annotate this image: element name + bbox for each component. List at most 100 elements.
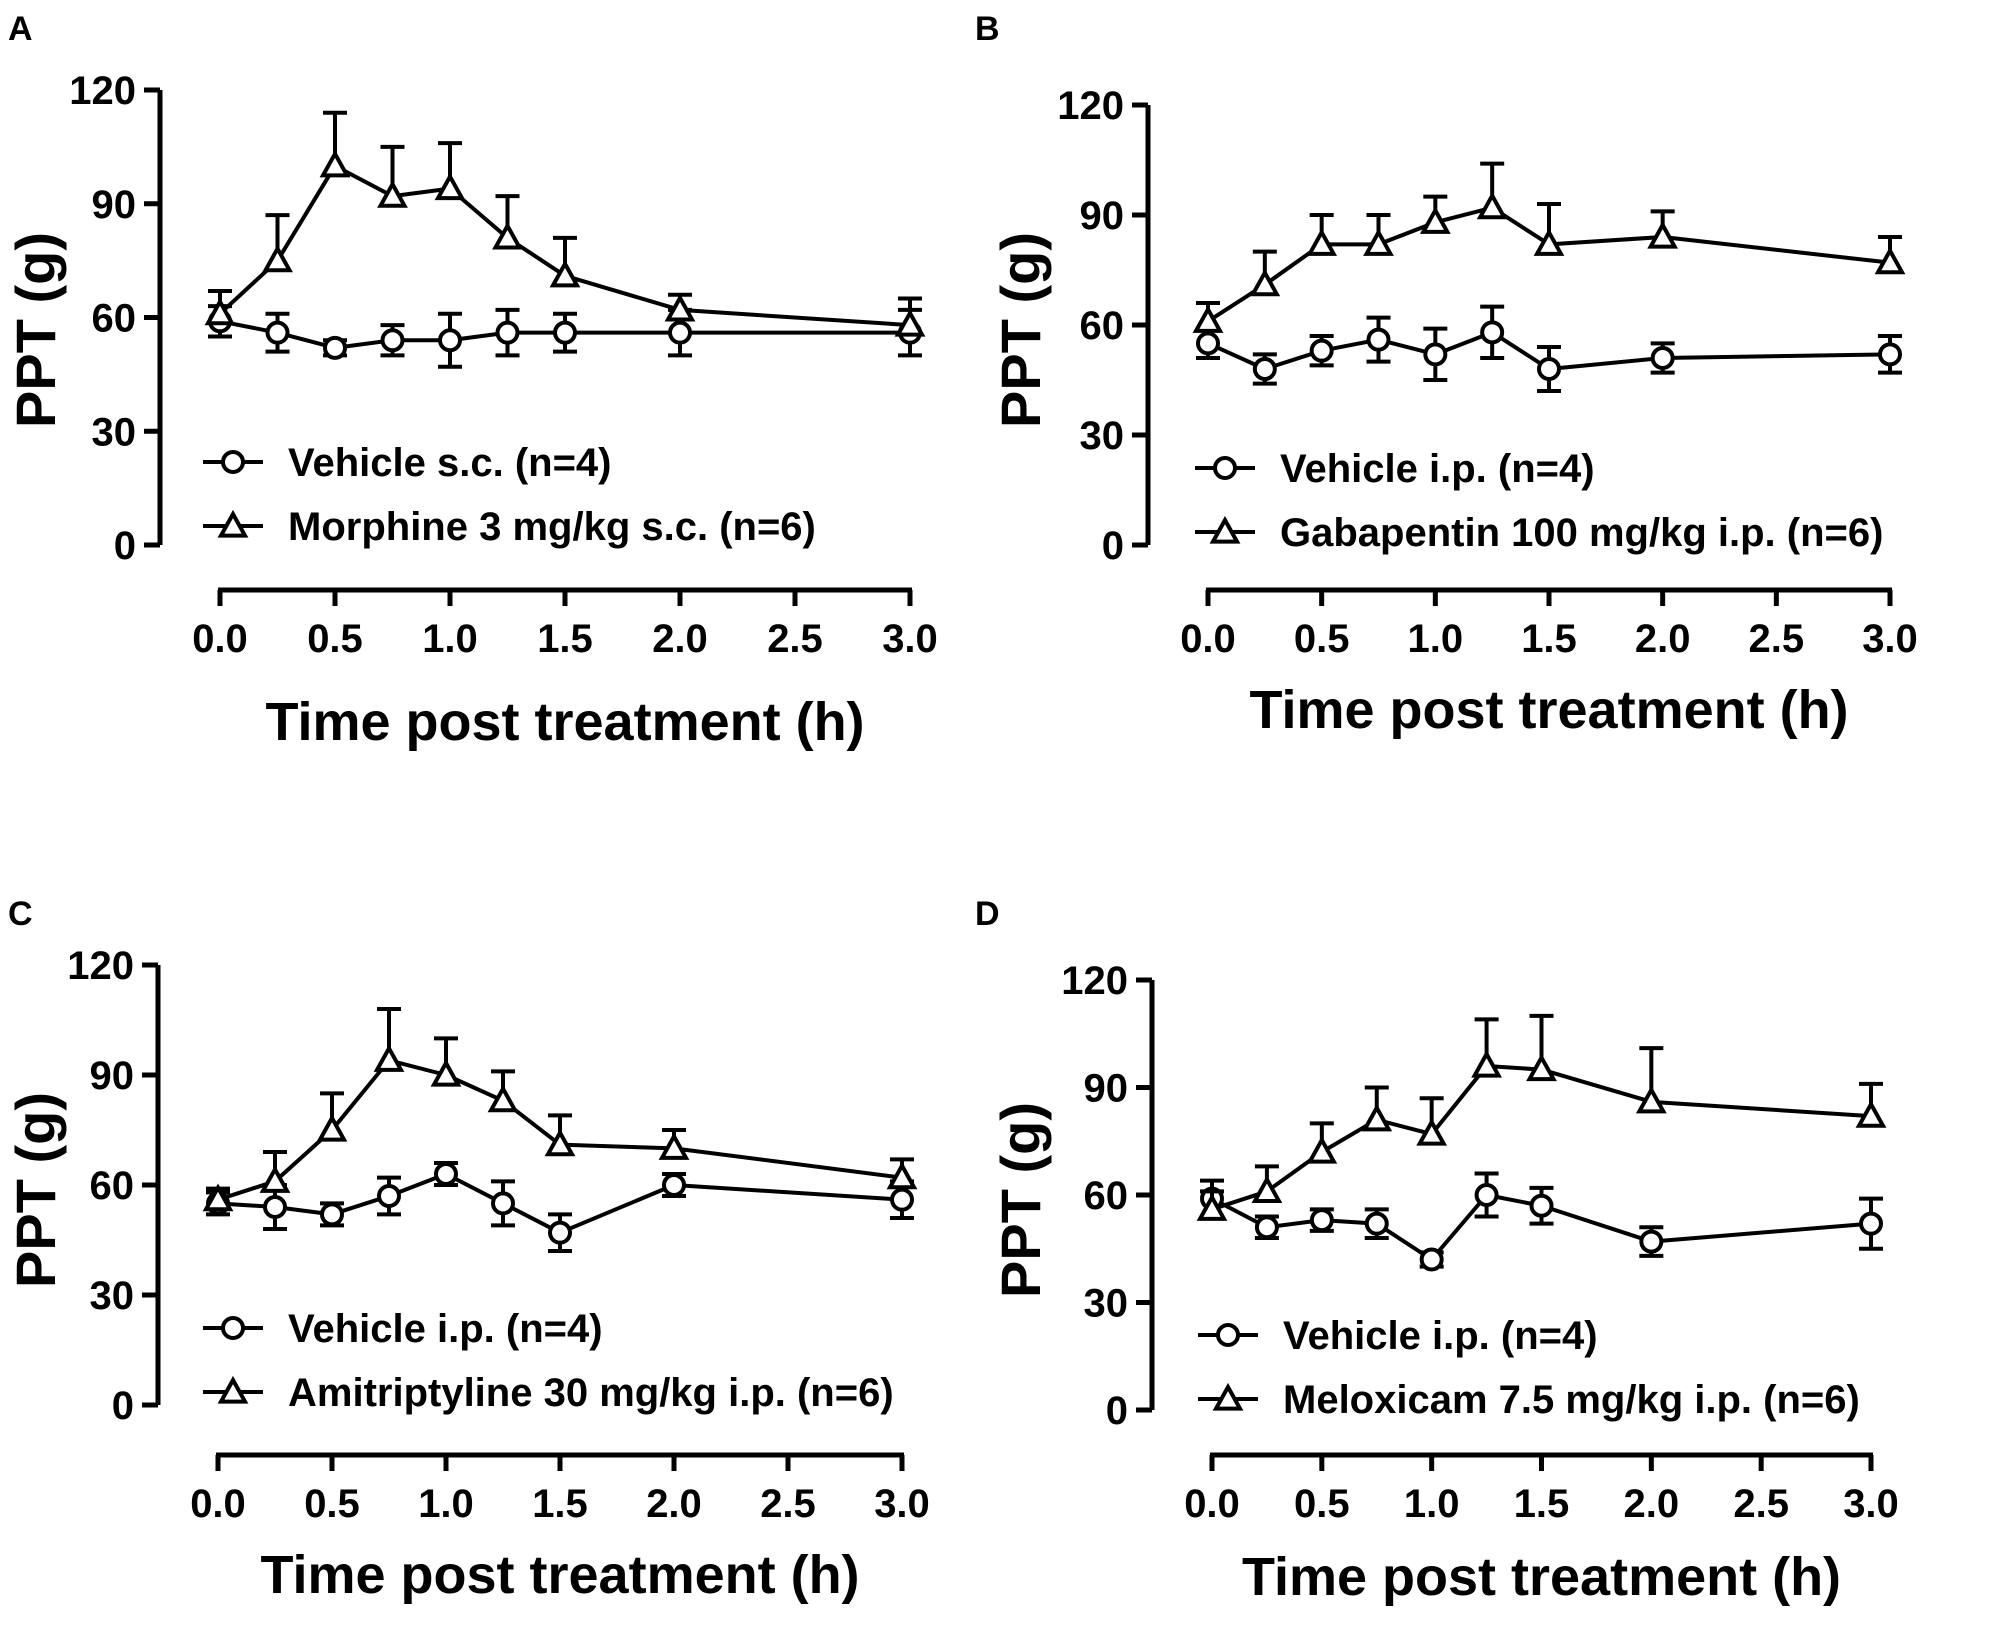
data-point (1361, 1103, 1393, 1132)
x-tick-label: 2.0 (1624, 1482, 1680, 1526)
data-point (492, 221, 523, 250)
legend-entry: Vehicle i.p. (n=4) (1195, 447, 1595, 491)
y-tick-label: 90 (92, 183, 137, 227)
data-point (1419, 1247, 1444, 1272)
x-tick-label: 3.0 (1843, 1482, 1899, 1526)
x-tick-label: 1.0 (422, 617, 478, 661)
y-tick-label: 60 (90, 1164, 135, 1208)
series-treatment (1192, 161, 1906, 333)
x-tick-label: 0.0 (192, 617, 248, 661)
legend-entry: Vehicle s.c. (n=4) (203, 441, 612, 485)
y-tick-label: 120 (67, 944, 134, 988)
data-point (1196, 331, 1220, 356)
panel-a: A 0 30 60 90 120 0.0 0.5 1.0 1.5 2.0 2.5 3.0 Time pos… (4, 10, 938, 752)
data-point (886, 1161, 918, 1190)
legend-marker-circle (221, 450, 245, 474)
panel-letter: A (8, 10, 33, 48)
data-point (263, 1195, 287, 1219)
y-axis-title: PPT (g) (989, 232, 1052, 428)
series-treatment (202, 1007, 918, 1212)
x-tick-label: 2.5 (1733, 1482, 1789, 1526)
data-point (259, 1165, 291, 1193)
legend-entry: Meloxicam 7.5 mg/kg i.p. (n=6) (1198, 1378, 1860, 1422)
x-tick-label: 0.5 (1294, 617, 1350, 661)
y-tick-label: 0 (112, 1384, 134, 1428)
x-tick-label: 0.5 (307, 617, 363, 661)
data-point (664, 293, 696, 322)
data-point (1855, 1100, 1887, 1128)
data-point (553, 320, 577, 345)
data-point (890, 1187, 914, 1212)
x-tick-label: 2.0 (652, 617, 708, 661)
x-axis-title: Time post treatment (h) (1242, 1547, 1841, 1607)
y-tick-label: 90 (1084, 1067, 1129, 1111)
legend-label: Vehicle i.p. (n=4) (1283, 1314, 1598, 1358)
data-point (1647, 220, 1679, 249)
panel-letter: B (975, 10, 1000, 48)
y-tick-label: 30 (92, 410, 137, 454)
series-vehicle (208, 304, 922, 369)
x-tick-label: 3.0 (1862, 617, 1918, 661)
legend-label: Morphine 3 mg/kg s.c. (n=6) (288, 505, 816, 549)
y-tick-label: 60 (92, 297, 137, 341)
data-point (491, 1191, 515, 1216)
legend-marker-circle (221, 1316, 245, 1340)
data-point (1309, 1208, 1334, 1233)
data-point (1196, 1193, 1228, 1221)
x-axis-title: Time post treatment (h) (1249, 680, 1848, 740)
series-treatment (1196, 1013, 1887, 1221)
data-point (1476, 191, 1508, 220)
x-tick-label: 1.5 (1514, 1482, 1570, 1526)
y-tick-label: 60 (1080, 304, 1125, 348)
legend-entry: Vehicle i.p. (n=4) (203, 1307, 603, 1351)
data-point (894, 308, 926, 337)
x-tick-label: 2.0 (1635, 617, 1691, 661)
legend-marker-triangle (217, 1375, 249, 1404)
data-point (1419, 206, 1451, 234)
data-point (1254, 1215, 1279, 1240)
data-point (373, 1044, 405, 1072)
series-treatment (204, 110, 926, 337)
legend-label: Gabapentin 100 mg/kg i.p. (n=6) (1280, 511, 1883, 555)
data-point (1249, 268, 1281, 297)
legend-label: Vehicle s.c. (n=4) (288, 441, 612, 485)
x-tick-label: 0.0 (1184, 1482, 1240, 1526)
data-point (548, 1220, 572, 1245)
x-tick-label: 2.5 (767, 617, 823, 661)
legend-marker-circle (1213, 456, 1237, 480)
y-tick-label: 0 (1106, 1389, 1128, 1433)
legend-marker-triangle (217, 509, 249, 538)
panel-b: B 0 30 60 90 120 0.0 0.5 1.0 1.5 2.0 2.5 3.0 Time pos… (975, 10, 1918, 740)
x-tick-label: 2.5 (1749, 617, 1805, 661)
y-tick-label: 30 (1084, 1282, 1129, 1326)
legend-label: Vehicle i.p. (n=4) (1280, 447, 1595, 491)
data-point (495, 320, 520, 345)
data-point (549, 259, 581, 288)
legend-label: Amitriptyline 30 mg/kg i.p. (n=6) (288, 1371, 894, 1415)
data-point (377, 1184, 401, 1208)
data-point (265, 320, 290, 345)
legend-entry: Gabapentin 100 mg/kg i.p. (n=6) (1195, 511, 1883, 555)
data-point (1423, 342, 1448, 367)
data-point (1363, 228, 1394, 256)
x-tick-label: 1.5 (532, 1482, 588, 1526)
x-axis-title: Time post treatment (h) (265, 692, 864, 752)
data-point (1480, 320, 1505, 345)
data-point (1537, 357, 1561, 381)
data-point (1309, 338, 1334, 363)
data-point (1366, 327, 1391, 352)
data-point (320, 1202, 344, 1227)
x-tick-label: 0.0 (1180, 617, 1236, 661)
data-point (262, 244, 293, 273)
legend-entry: Amitriptyline 30 mg/kg i.p. (n=6) (203, 1371, 894, 1415)
y-tick-label: 0 (1102, 524, 1124, 568)
data-point (1526, 1053, 1557, 1082)
x-tick-label: 1.0 (1404, 1482, 1460, 1526)
y-tick-label: 120 (1057, 84, 1124, 128)
x-tick-label: 1.5 (1521, 617, 1577, 661)
data-point (1306, 228, 1338, 256)
data-point (487, 1084, 519, 1113)
x-tick-label: 0.5 (304, 1482, 360, 1526)
data-point (316, 1113, 348, 1142)
